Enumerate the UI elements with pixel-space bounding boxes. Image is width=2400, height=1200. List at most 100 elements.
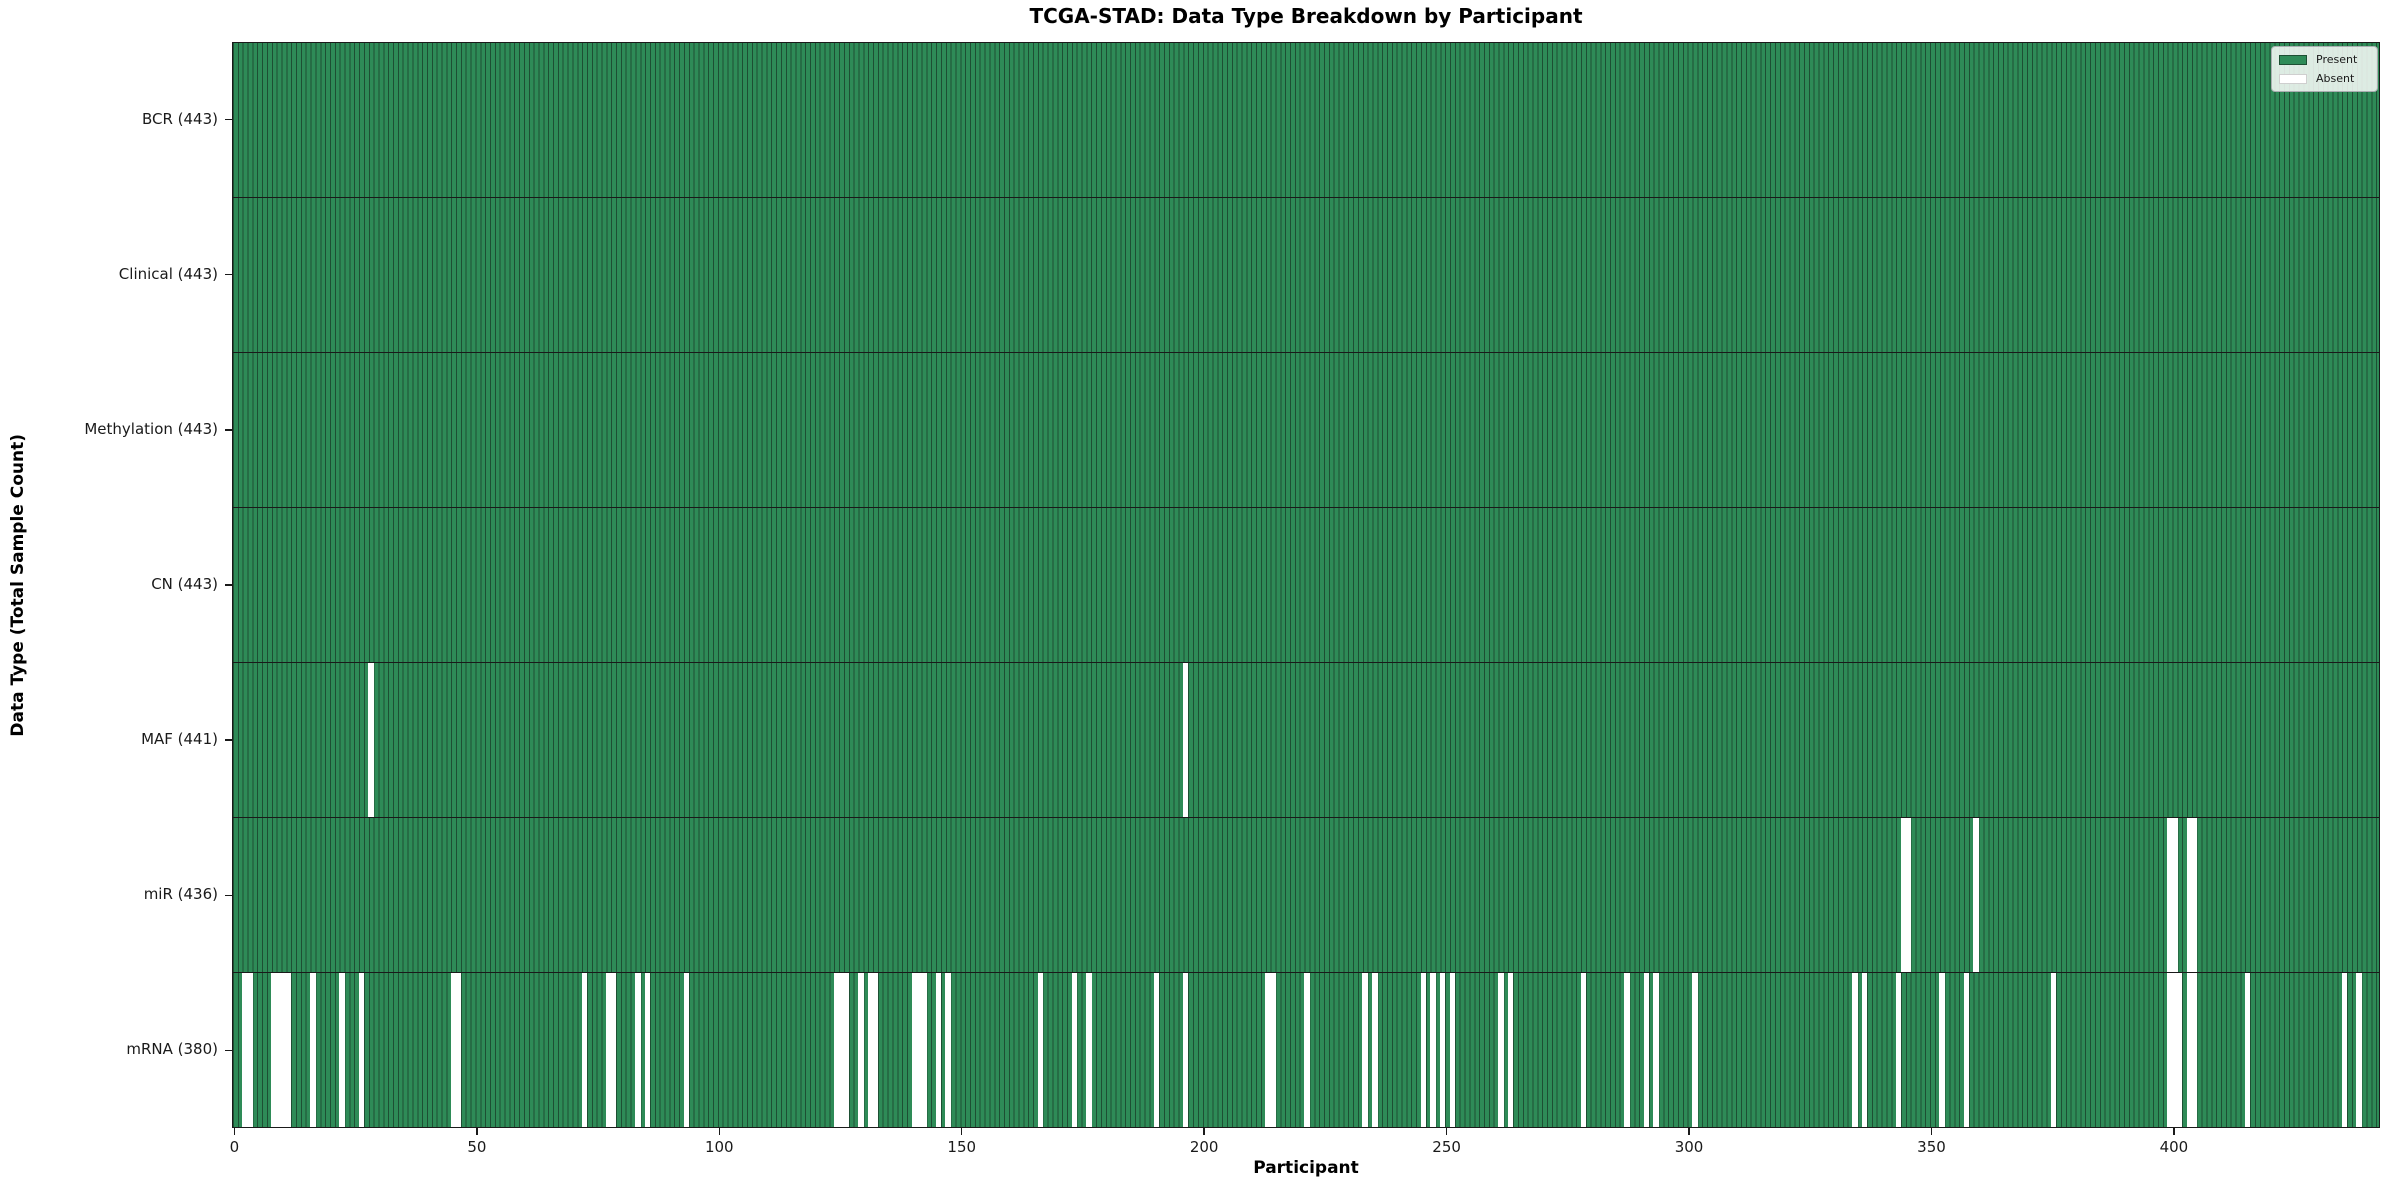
absent-gap <box>1270 973 1276 1127</box>
absent-gap <box>1895 973 1902 1127</box>
x-tick-line <box>1203 1128 1205 1135</box>
absent-gap <box>2191 818 2198 972</box>
absent-gap <box>271 973 277 1127</box>
absent-gap <box>242 973 248 1127</box>
absent-gap <box>455 973 462 1127</box>
absent-gap <box>945 973 951 1127</box>
absent-gap <box>2167 818 2173 972</box>
absent-gap <box>581 973 588 1127</box>
absent-gap <box>1449 973 1456 1127</box>
absent-gap <box>1643 973 1650 1127</box>
absent-gap <box>247 973 253 1127</box>
row-band-Clinical <box>233 197 2379 352</box>
absent-gap <box>935 973 942 1127</box>
y-tick-line <box>225 894 232 896</box>
x-axis-label: Participant <box>1253 1158 1359 1178</box>
absent-gap <box>1580 973 1587 1127</box>
absent-gap <box>281 973 287 1127</box>
absent-gap <box>867 973 874 1127</box>
absent-gap <box>2050 973 2057 1127</box>
x-tick-label: 0 <box>229 1138 240 1156</box>
y-tick-label-CN: CN (443) <box>151 575 218 593</box>
absent-gap <box>843 973 850 1127</box>
y-tick-line <box>225 584 232 586</box>
absent-gap <box>2177 973 2183 1127</box>
absent-gap <box>1973 818 1979 972</box>
x-tick-label: 50 <box>467 1138 487 1156</box>
x-tick-label: 400 <box>2159 1138 2189 1156</box>
absent-gap <box>358 973 365 1127</box>
x-tick-label: 350 <box>1917 1138 1946 1156</box>
row-band-BCR <box>233 43 2379 197</box>
absent-gap <box>921 973 927 1127</box>
y-tick-label-miR: miR (436) <box>143 885 218 904</box>
absent-gap <box>1963 973 1970 1127</box>
absent-gap <box>1498 973 1504 1127</box>
absent-gap <box>2191 973 2198 1127</box>
absent-gap <box>610 973 617 1127</box>
x-tick-label: 300 <box>1674 1138 1704 1156</box>
absent-gap <box>1653 973 1659 1127</box>
absent-gap <box>916 973 922 1127</box>
x-tick-label: 250 <box>1432 1138 1461 1156</box>
x-tick-line <box>718 1128 720 1135</box>
row-band-mRNA <box>233 972 2379 1127</box>
x-tick-line <box>476 1128 478 1135</box>
y-tick-label-Clinical: Clinical (443) <box>118 264 218 283</box>
absent-gap <box>1153 973 1160 1127</box>
chart-title: TCGA-STAD: Data Type Breakdown by Partic… <box>1029 4 1583 28</box>
absent-gap <box>368 663 374 817</box>
absent-gap <box>838 973 845 1127</box>
absent-gap <box>1440 973 1446 1127</box>
x-tick-label: 200 <box>1189 1138 1219 1156</box>
absent-gap <box>2244 973 2251 1127</box>
x-tick-label: 100 <box>704 1138 734 1156</box>
absent-gap <box>1071 973 1077 1127</box>
legend: Present Absent <box>2271 46 2378 92</box>
absent-gap <box>1086 973 1092 1127</box>
absent-gap <box>286 973 292 1127</box>
plot-area <box>232 42 2380 1128</box>
y-tick-line <box>225 274 232 276</box>
x-tick-line <box>1930 1128 1933 1135</box>
absent-gap <box>872 973 879 1127</box>
absent-gap <box>1362 973 1368 1127</box>
absent-gap <box>310 973 316 1127</box>
x-tick-line <box>2173 1128 2175 1135</box>
absent-gap <box>833 973 840 1127</box>
absent-gap <box>2186 818 2193 972</box>
x-tick-line <box>1445 1128 1448 1135</box>
absent-gap <box>2356 973 2362 1127</box>
y-tick-label-mRNA: mRNA (380) <box>126 1040 218 1059</box>
absent-gap <box>1624 973 1630 1127</box>
x-tick-line <box>1688 1128 1690 1135</box>
absent-gap <box>606 973 612 1127</box>
absent-gap <box>1183 663 1189 817</box>
y-tick-line <box>225 739 232 741</box>
absent-gap <box>2172 818 2178 972</box>
absent-gap <box>1265 973 1271 1127</box>
y-tick-line <box>225 118 232 121</box>
absent-gap <box>1692 973 1698 1127</box>
absent-gap <box>276 973 282 1127</box>
absent-gap <box>450 973 457 1127</box>
absent-gap <box>1420 973 1427 1127</box>
y-tick-line <box>225 1049 232 1052</box>
row-band-CN <box>233 507 2379 662</box>
x-tick-line <box>233 1128 236 1135</box>
legend-label-absent: Absent <box>2316 72 2355 85</box>
absent-gap <box>911 973 917 1127</box>
absent-gap <box>2172 973 2178 1127</box>
absent-gap <box>635 973 641 1127</box>
absent-gap <box>2186 973 2193 1127</box>
absent-gap <box>644 973 651 1127</box>
y-tick-line <box>225 429 232 431</box>
y-tick-label-MAF: MAF (441) <box>141 730 218 749</box>
absent-swatch <box>2279 73 2307 84</box>
row-band-MAF <box>233 662 2379 817</box>
absent-gap <box>1183 973 1189 1127</box>
present-swatch <box>2279 54 2307 65</box>
y-tick-label-BCR: BCR (443) <box>141 109 218 128</box>
legend-item-present: Present <box>2279 53 2370 66</box>
absent-gap <box>1905 818 1911 972</box>
